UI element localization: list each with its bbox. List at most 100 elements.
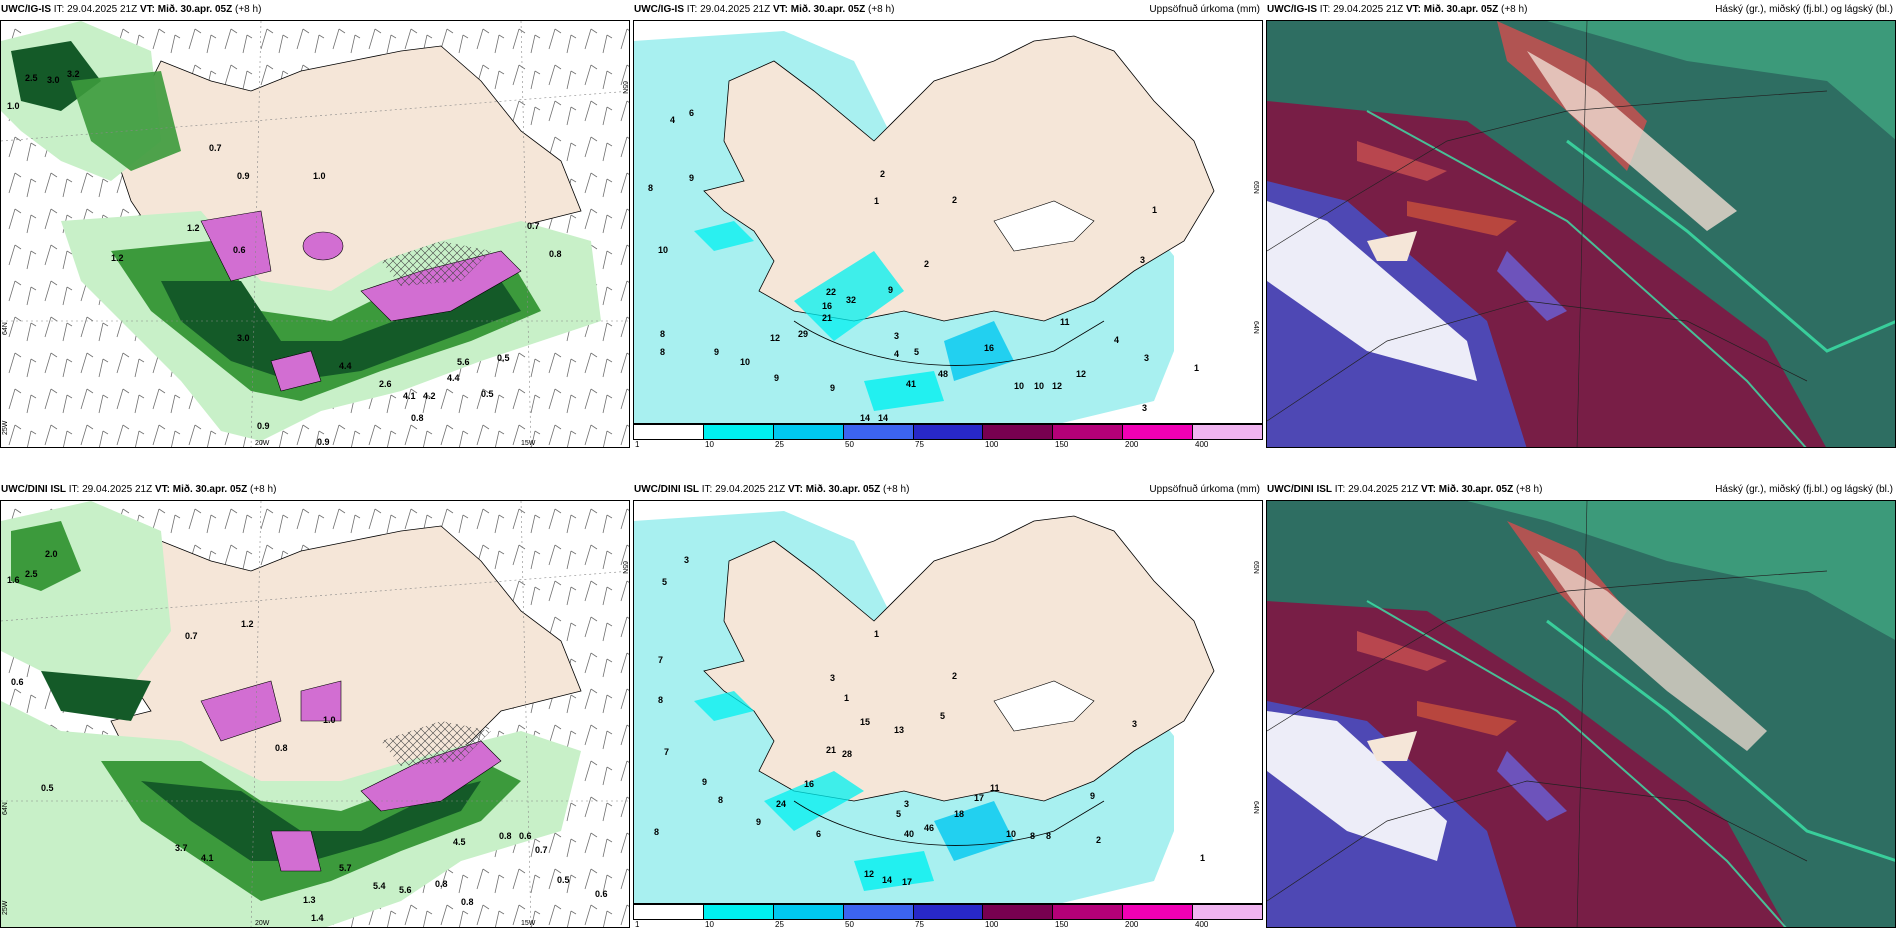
value-label: 17 xyxy=(902,877,912,887)
valid-time: VT: Mið. 30.apr. 05Z xyxy=(139,4,233,15)
legend-swatch xyxy=(983,905,1054,919)
value-label: 4.1 xyxy=(403,391,416,401)
axis-label: 64N xyxy=(1252,801,1259,814)
value-label: 8 xyxy=(654,827,659,837)
value-label: 0.8 xyxy=(549,249,562,259)
precip-map: 65N 64N 3 5 7 8 9 8 7 8 1 2 3 1 5 15 13 … xyxy=(633,500,1263,904)
value-label: 5.4 xyxy=(373,881,386,891)
value-label: 10 xyxy=(658,245,668,255)
value-label: 22 xyxy=(826,287,836,297)
value-label: 1 xyxy=(1194,363,1199,373)
value-label: 8 xyxy=(1046,831,1051,841)
axis-label: 25W xyxy=(2,900,9,915)
value-label: 11 xyxy=(990,783,1000,793)
value-label: 10 xyxy=(1006,829,1016,839)
legend-tick-label: 75 xyxy=(915,920,924,929)
value-label: 3 xyxy=(830,673,835,683)
value-label: 10 xyxy=(1034,381,1044,391)
value-label: 14 xyxy=(860,413,870,423)
legend-swatch xyxy=(983,425,1054,439)
valid-time: VT: Mið. 30.apr. 05Z xyxy=(1405,4,1499,15)
value-label: 4.4 xyxy=(447,373,460,383)
legend-tick-label: 25 xyxy=(775,920,784,929)
value-label: 0.8 xyxy=(411,413,424,423)
value-label: 1 xyxy=(1152,205,1157,215)
value-label: 4 xyxy=(894,349,899,359)
value-label: 1 xyxy=(874,196,879,206)
value-label: 9 xyxy=(714,347,719,357)
panel-header: UWC/IG-IS IT: 29.04.2025 21Z VT: Mið. 30… xyxy=(633,0,1263,20)
value-label: 10 xyxy=(1014,381,1024,391)
value-label: 3 xyxy=(904,799,909,809)
legend-tick-label: 200 xyxy=(1125,920,1139,929)
value-label: 1.3 xyxy=(303,895,316,905)
precip-map: 65N 64N 6 4 8 9 10 2 1 2 1 9 2 3 22 16 2… xyxy=(633,20,1263,424)
cloud-map xyxy=(1266,500,1896,928)
legend-swatch xyxy=(634,905,704,919)
lead-time: (+8 h) xyxy=(1516,484,1543,495)
value-label: 14 xyxy=(882,875,892,885)
value-label: 9 xyxy=(689,173,694,183)
legend-tick-label: 10 xyxy=(705,920,714,929)
value-label: 2.5 xyxy=(25,73,38,83)
legend-swatch xyxy=(1123,425,1194,439)
value-label: 5.7 xyxy=(339,863,352,873)
value-label: 2 xyxy=(952,671,957,681)
value-label: 40 xyxy=(904,829,914,839)
legend-colorbar xyxy=(633,904,1263,920)
value-label: 0.9 xyxy=(317,437,330,447)
legend-swatch xyxy=(773,425,844,439)
value-label: 4.5 xyxy=(453,837,466,847)
axis-label: 65N xyxy=(621,561,628,574)
legend-tick-label: 75 xyxy=(915,440,924,449)
lead-time: (+8 h) xyxy=(868,4,895,15)
value-label: 1.0 xyxy=(323,715,336,725)
value-label: 8 xyxy=(718,795,723,805)
init-time: IT: 29.04.2025 21Z xyxy=(701,484,786,495)
wind-map-svg: 20W 15W 25W 64N 65N 2.5 3.0 3.2 1.0 0.7 … xyxy=(1,21,629,447)
value-label: 5.6 xyxy=(457,357,470,367)
valid-time: VT: Mið. 30.apr. 05Z xyxy=(772,4,866,15)
value-label: 3.0 xyxy=(237,333,250,343)
lead-time: (+8 h) xyxy=(883,484,910,495)
value-label: 8 xyxy=(658,695,663,705)
value-label: 46 xyxy=(924,823,934,833)
value-label: 2 xyxy=(880,169,885,179)
legend-tick-label: 1 xyxy=(635,920,640,929)
panel-title: Uppsöfnuð úrkoma (mm) xyxy=(1149,4,1260,15)
axis-label: 25W xyxy=(2,420,9,435)
value-label: 16 xyxy=(804,779,814,789)
legend-tick-label: 400 xyxy=(1195,920,1209,929)
value-label: 9 xyxy=(774,373,779,383)
legend-tick-label: 150 xyxy=(1055,920,1069,929)
legend-swatch xyxy=(634,425,704,439)
cloud-map-svg xyxy=(1267,501,1895,927)
value-label: 3 xyxy=(1144,353,1149,363)
legend-tick-label: 1 xyxy=(635,440,640,449)
value-label: 9 xyxy=(830,383,835,393)
value-label: 14 xyxy=(878,413,888,423)
valid-time: VT: Mið. 30.apr. 05Z xyxy=(154,484,248,495)
legend-colorbar xyxy=(633,424,1263,440)
legend-tick-label: 150 xyxy=(1055,440,1069,449)
value-label: 9 xyxy=(888,285,893,295)
value-label: 1.4 xyxy=(311,913,324,923)
value-label: 16 xyxy=(822,301,832,311)
legend-swatch xyxy=(703,425,774,439)
value-label: 0.9 xyxy=(237,171,250,181)
init-time: IT: 29.04.2025 21Z xyxy=(68,484,153,495)
legend-ticks: 1 10 25 50 75 100 150 200 400 xyxy=(633,440,1263,450)
value-label: 6 xyxy=(816,829,821,839)
value-label: 12 xyxy=(1076,369,1086,379)
model-label: UWC/IG-IS xyxy=(1,4,51,15)
precip-values: 3 5 7 8 9 8 7 8 1 2 3 1 5 15 13 21 28 16… xyxy=(654,555,1205,887)
value-label: 3 xyxy=(1142,403,1147,413)
legend-swatch xyxy=(1053,425,1124,439)
legend-tick-label: 10 xyxy=(705,440,714,449)
value-label: 12 xyxy=(864,869,874,879)
legend-tick-label: 50 xyxy=(845,440,854,449)
init-time: IT: 29.04.2025 21Z xyxy=(53,4,138,15)
value-label: 4 xyxy=(670,115,675,125)
value-label: 0.7 xyxy=(185,631,198,641)
legend-tick-label: 100 xyxy=(985,440,999,449)
